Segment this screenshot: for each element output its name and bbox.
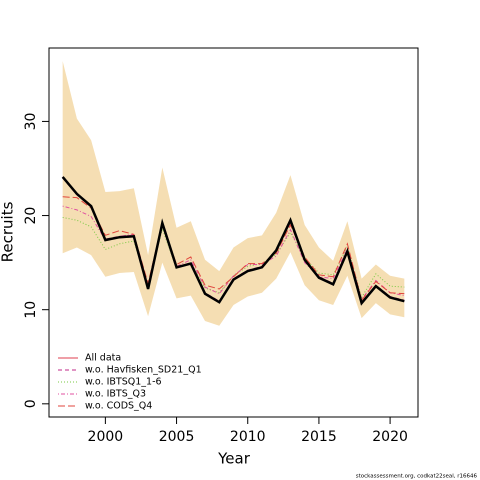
x-axis-label: Year: [217, 450, 251, 468]
x-tick-label: 2015: [301, 429, 337, 445]
x-tick-label: 2020: [372, 429, 408, 445]
legend-label: All data: [85, 353, 121, 364]
series-line: [62, 216, 405, 299]
plot-frame: [48, 47, 419, 418]
footnote: stockassessment.org, codkat22seal, r1664…: [356, 474, 478, 480]
y-tick-label: 10: [23, 301, 39, 319]
y-tick-label: 0: [23, 399, 39, 408]
legend-label: w.o. IBTS_Q3: [85, 389, 146, 400]
legend-label: w.o. CODS_Q4: [85, 401, 152, 412]
legend-label: w.o. IBTSQ1_1-6: [85, 377, 162, 388]
x-tick-label: 2000: [88, 429, 124, 445]
plot-area: [61, 61, 405, 326]
y-tick-label: 20: [23, 207, 39, 225]
y-axis-label: Recruits: [0, 201, 17, 262]
series-line: [62, 196, 405, 302]
main-line: [61, 176, 405, 306]
x-tick-label: 2010: [230, 429, 266, 445]
x-tick-label: 2005: [159, 429, 195, 445]
legend-label: w.o. Havfisken_SD21_Q1: [85, 365, 202, 376]
y-tick-label: 30: [23, 113, 39, 131]
confidence-band: [62, 61, 405, 326]
